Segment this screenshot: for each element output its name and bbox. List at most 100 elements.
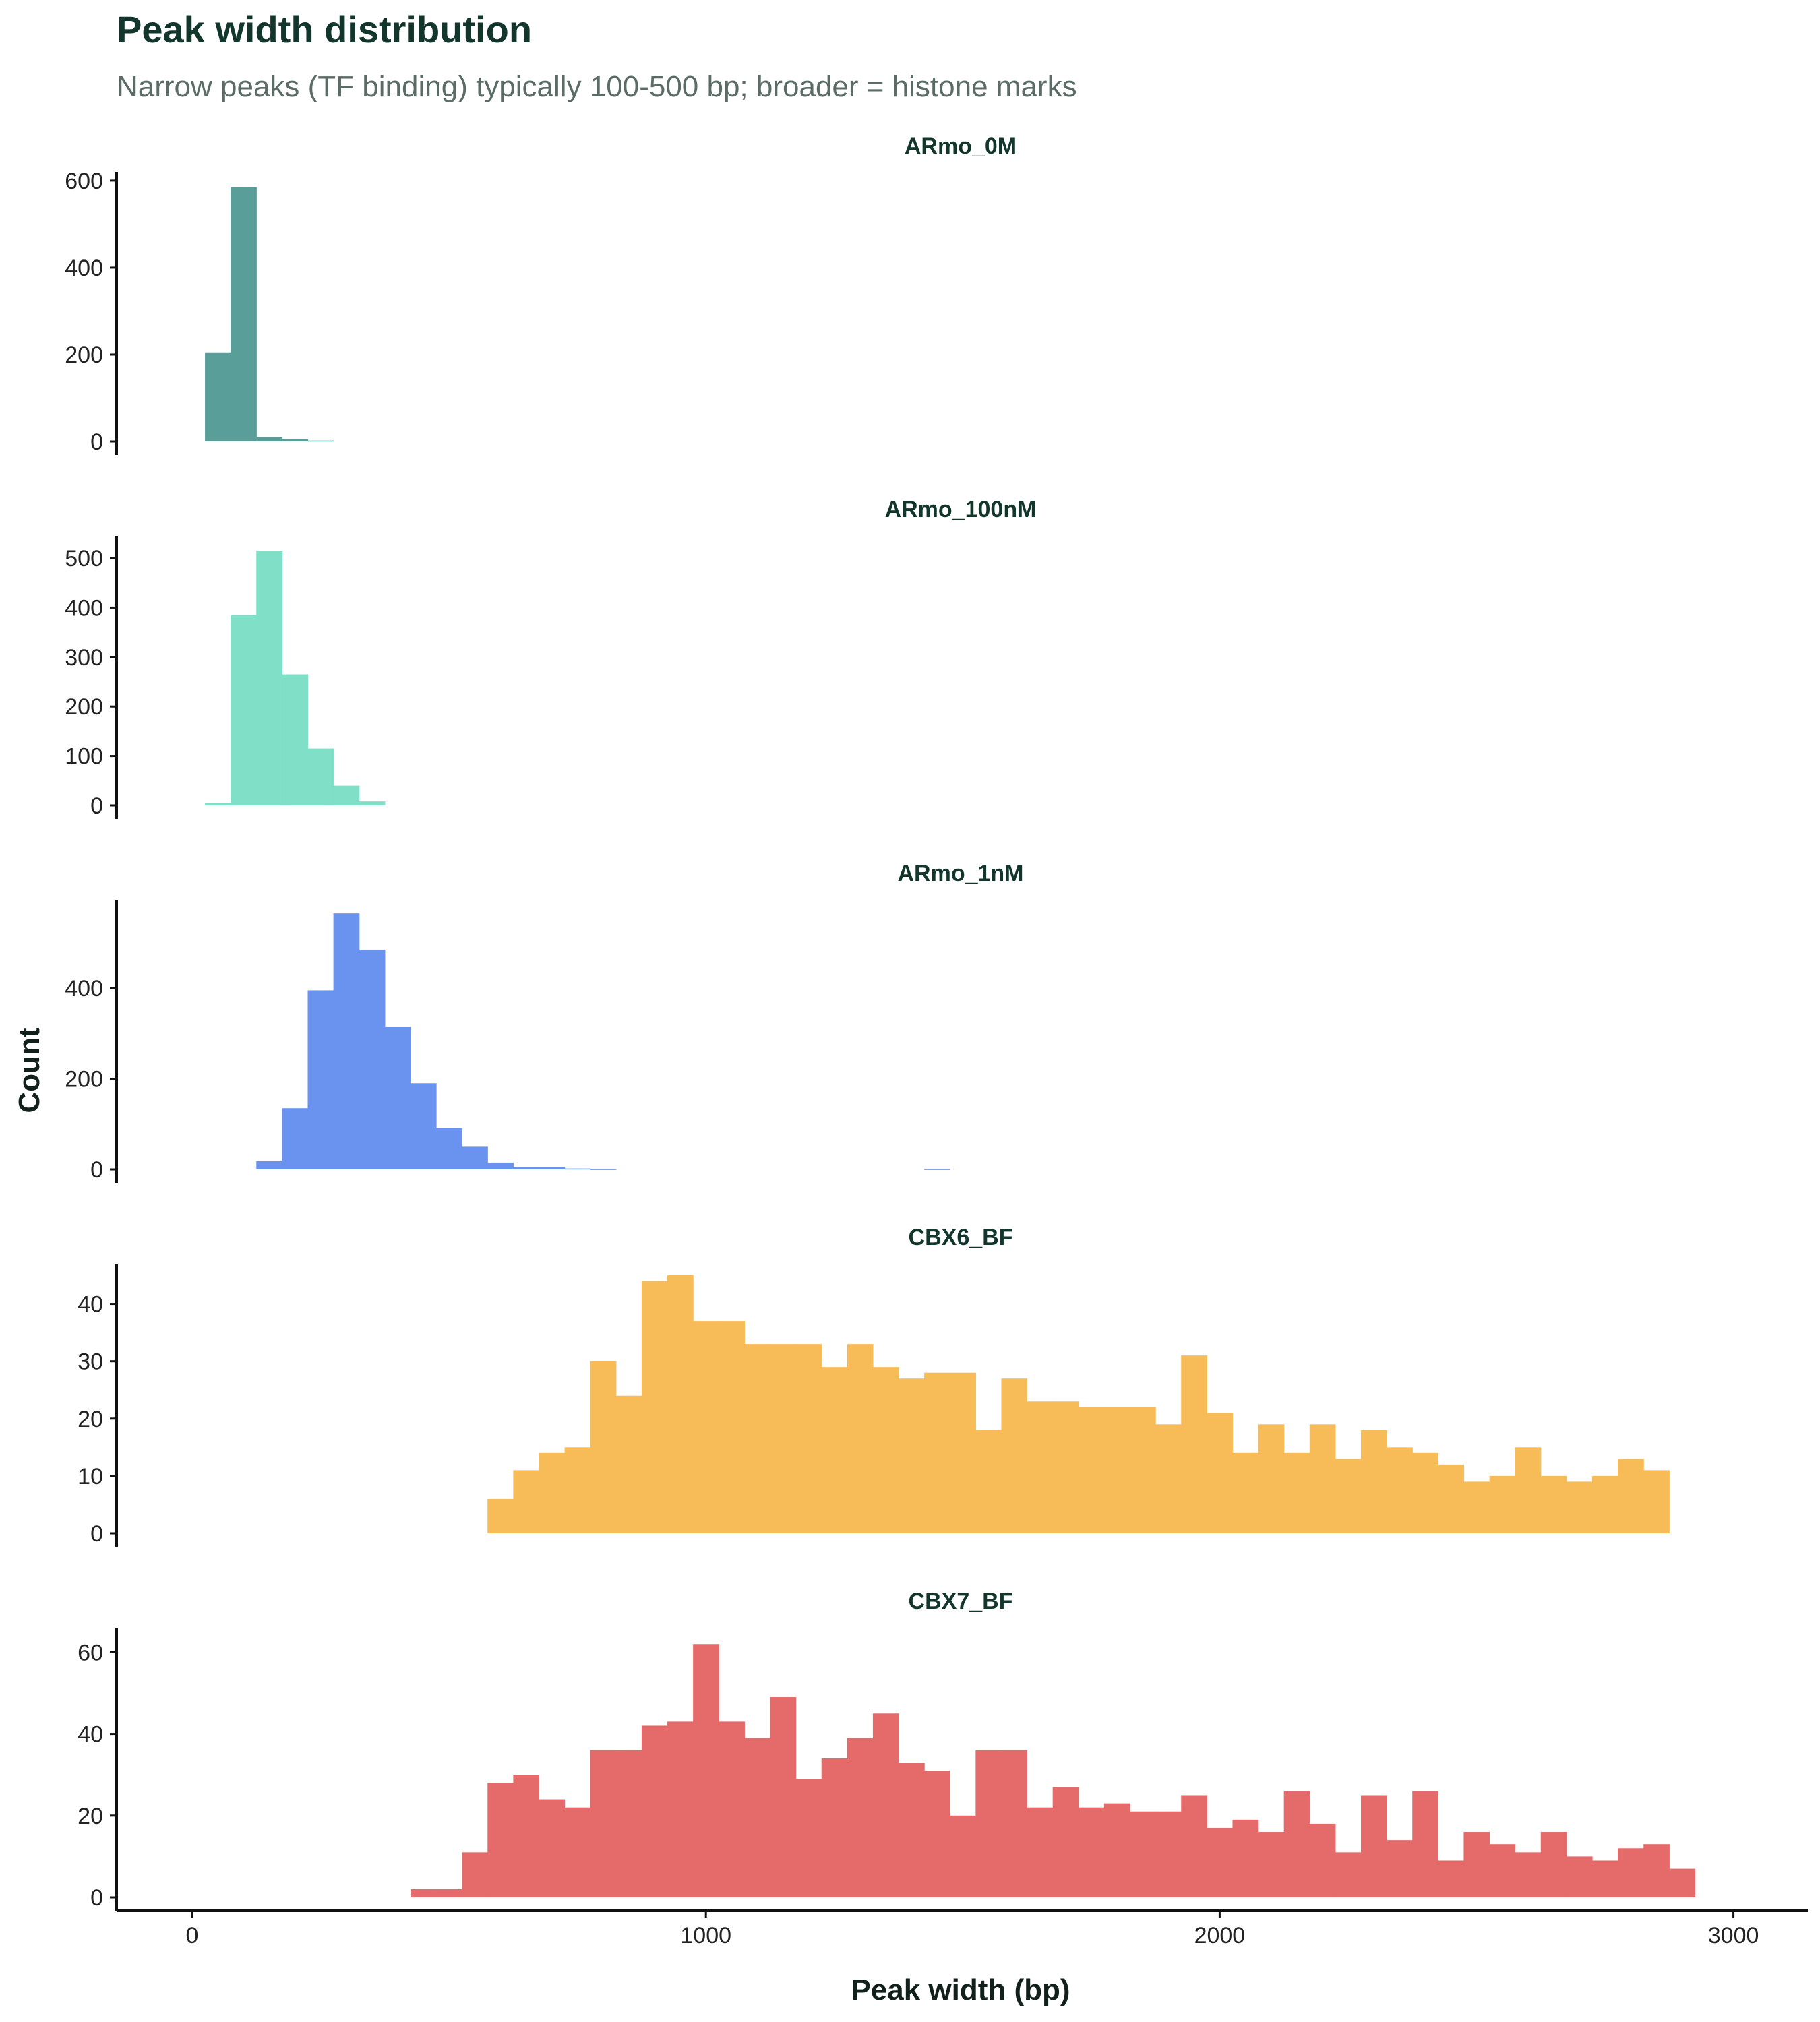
y-tick-label: 200 [65,694,103,720]
histogram-bar [1027,1401,1054,1533]
histogram-bar [615,1750,642,1897]
histogram-bar [719,1321,745,1533]
histogram-bar [744,1344,771,1533]
histogram-bar [539,1799,566,1897]
histogram-bar [1207,1413,1234,1533]
histogram-bar [693,1644,719,1897]
panel-strip-label: ARmo_1nM [897,861,1023,886]
histogram-bar [1078,1407,1105,1533]
histogram-bar [899,1763,925,1897]
histogram-bar [513,1470,540,1533]
histogram-bar [359,949,386,1169]
histogram-bar [1412,1452,1438,1533]
histogram-bar [256,437,282,441]
histogram-bar [1181,1795,1207,1897]
histogram-bar [1643,1470,1670,1533]
histogram-bar [1232,1452,1259,1533]
y-tick-label: 100 [65,744,103,770]
y-tick-label: 0 [90,1521,103,1547]
histogram-bar [795,1344,822,1533]
histogram-bar [1052,1401,1079,1533]
histogram-bar [231,615,257,805]
histogram-bar [1463,1832,1490,1897]
histogram-bar [539,1167,566,1169]
histogram-bar [1489,1844,1516,1897]
histogram-bar [1232,1819,1259,1897]
histogram-bar [1078,1807,1105,1897]
histogram-bar [333,785,360,805]
histogram-bar [1387,1447,1413,1533]
histogram-bar [513,1775,540,1897]
histogram-bar [924,1372,950,1533]
histogram-bar [1540,1475,1567,1533]
x-tick-label: 3000 [1708,1923,1759,1949]
histogram-bar [924,1771,950,1897]
histogram-bar [1591,1475,1618,1533]
histogram-bar [1130,1811,1156,1897]
histogram-bar [410,1889,437,1897]
histogram-bar [1027,1807,1054,1897]
histogram-bar [1309,1823,1336,1897]
histogram-bar [1387,1840,1413,1897]
panel-ARmo_1nM: ARmo_1nM 0 200 400 [65,861,1024,1183]
histogram-bar [1335,1852,1362,1897]
histogram-bar [821,1367,848,1533]
histogram-bar [924,1169,950,1170]
histogram-bar [1438,1464,1465,1533]
histogram-bar [1618,1848,1644,1897]
histogram-bar [1438,1860,1465,1897]
histogram-bar [719,1721,745,1897]
histogram-bar [282,1108,309,1169]
histogram-bar [847,1344,874,1533]
histogram-bar [564,1447,591,1533]
histogram-bar [770,1697,797,1897]
y-tick-label: 0 [90,793,103,819]
histogram-bar [487,1162,514,1169]
histogram-bar [899,1378,925,1533]
y-tick-label: 0 [90,1885,103,1911]
histogram-bar [667,1275,694,1533]
histogram-bar [1463,1481,1490,1533]
y-tick-label: 200 [65,342,103,368]
histogram-bar [462,1146,488,1169]
y-tick-label: 600 [65,168,103,194]
histogram-bar [1566,1856,1593,1897]
histogram-bar [590,1361,617,1533]
y-axis-title: Count [13,1027,46,1113]
histogram-bar [1643,1844,1670,1897]
y-tick-label: 20 [78,1804,103,1829]
histogram-bar [564,1168,591,1170]
y-tick-label: 0 [90,429,103,455]
histogram-bar [744,1738,771,1897]
histogram-bar [1103,1803,1130,1897]
histogram-bar [1618,1459,1644,1533]
histogram-bar [1515,1447,1542,1533]
histogram-bar [1283,1791,1310,1897]
histogram-bar [975,1750,1002,1897]
histogram-bar [590,1169,617,1170]
histogram-bar [436,1889,462,1897]
histogram-bar [950,1815,976,1897]
x-tick-label: 0 [186,1923,199,1949]
histogram-bar [975,1430,1002,1533]
histogram-bar [1258,1832,1285,1897]
histogram-bar [847,1738,874,1897]
x-axis: 0 1000 2000 3000 [117,1909,1808,1949]
histogram-bar [615,1395,642,1533]
histogram-bar [487,1498,514,1533]
histogram-bar [205,352,231,441]
histogram-bar [1052,1787,1079,1897]
y-tick-label: 20 [78,1407,103,1432]
histogram-bar [1309,1424,1336,1533]
histogram-bar [1155,1424,1182,1533]
histogram-bar [205,803,231,805]
histogram-bar [231,187,257,441]
histogram-bar [1258,1424,1285,1533]
panel-strip-label: ARmo_100nM [885,497,1037,522]
y-tick-label: 200 [65,1067,103,1093]
histogram-bar [333,913,360,1169]
histogram-bar [1412,1791,1438,1897]
x-tick-label: 2000 [1194,1923,1246,1949]
histogram-bar [667,1721,694,1897]
